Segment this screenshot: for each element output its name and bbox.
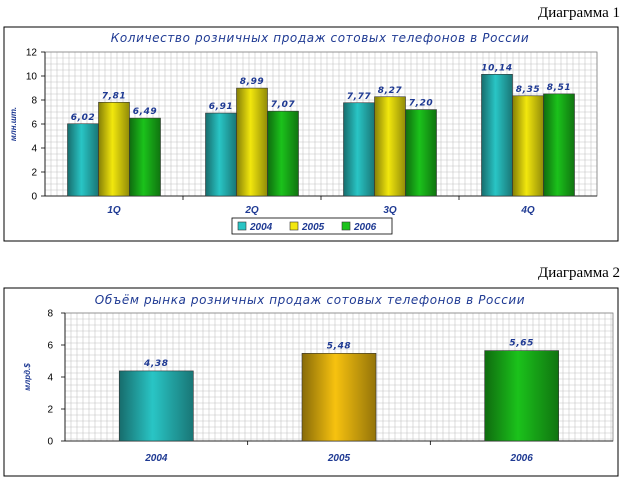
chart2-ytick-label: 4 [47, 373, 53, 384]
chart2-ytick-label: 0 [47, 437, 53, 448]
chart1-legend-swatch-2005 [289, 221, 299, 231]
chart1-data-label: 8,99 [240, 77, 265, 87]
chart1-data-label: 6,49 [133, 107, 158, 117]
chart1-data-label: 7,20 [409, 99, 434, 109]
chart1-data-label: 6,91 [209, 102, 234, 112]
chart1-data-label: 7,81 [102, 91, 127, 101]
chart2-bar-2005 [301, 353, 377, 442]
chart2-category-label: 2005 [327, 453, 351, 464]
chart2-category-label: 2006 [510, 453, 534, 464]
chart1-y-axis-label: млн.шт. [9, 107, 18, 141]
chart1-bar-2004 [205, 112, 237, 197]
diagram-2-caption: Диаграмма 2 [537, 265, 620, 281]
chart1-ytick-label: 4 [31, 144, 37, 155]
chart1-bar-2005 [512, 95, 544, 197]
chart1-legend-label: 2004 [249, 222, 273, 233]
chart1-data-label: 8,27 [378, 86, 403, 96]
chart1-ytick-label: 12 [26, 48, 38, 59]
chart1-ytick-label: 10 [26, 72, 38, 83]
chart2-data-label: 5,65 [509, 339, 534, 349]
chart1-bar-2005 [98, 101, 130, 197]
chart1-title: Количество розничных продаж сотовых теле… [111, 31, 530, 45]
chart1-bar-2006 [543, 93, 575, 197]
chart2-bar-2006 [484, 350, 559, 442]
chart1-category-label: 1Q [107, 205, 121, 216]
chart1-legend-label: 2006 [353, 222, 377, 233]
chart1-ytick-label: 8 [31, 96, 37, 107]
chart1-data-label: 8,51 [547, 83, 572, 93]
chart1-data-label: 8,35 [516, 85, 541, 95]
chart1-bar-2005 [374, 96, 406, 197]
chart2-ytick-label: 6 [47, 341, 53, 352]
chart1-legend-swatch-2006 [341, 221, 351, 231]
chart1-data-label: 6,02 [71, 113, 96, 123]
chart1-legend [231, 217, 393, 235]
chart1-bar-2004 [343, 102, 375, 197]
chart1-legend-label: 2005 [301, 222, 325, 233]
chart1-ytick-label: 2 [31, 168, 37, 179]
chart1-data-label: 10,14 [481, 63, 512, 73]
chart2-bar-2004 [119, 370, 194, 442]
chart1-bar-2004 [67, 123, 99, 197]
chart1-bar-2004 [481, 74, 513, 197]
chart1-category-label: 4Q [520, 205, 535, 216]
chart1-data-label: 7,77 [347, 92, 372, 102]
chart2-ytick-label: 2 [47, 405, 53, 416]
chart1-category-label: 2Q [244, 205, 259, 216]
chart2-title: Объём рынка розничных продаж сотовых тел… [95, 293, 525, 307]
chart1-bar-2006 [405, 109, 437, 197]
chart2-data-label: 4,38 [143, 359, 169, 369]
chart1-ytick-label: 6 [31, 120, 37, 131]
chart1-bar-2006 [267, 110, 299, 197]
chart1-ytick-label: 0 [31, 192, 37, 203]
chart2-data-label: 5,48 [327, 341, 352, 351]
chart2-category-label: 2004 [144, 453, 168, 464]
chart1-bar-2006 [129, 117, 161, 197]
chart1-category-label: 3Q [383, 205, 397, 216]
chart1-legend-swatch-2004 [237, 221, 247, 231]
chart2-ytick-label: 8 [47, 309, 53, 320]
diagram-1-caption: Диаграмма 1 [537, 5, 620, 21]
chart1-bar-2005 [236, 87, 268, 197]
chart1-data-label: 7,07 [271, 100, 296, 110]
chart2-y-axis-label: млрд.$ [23, 363, 32, 391]
